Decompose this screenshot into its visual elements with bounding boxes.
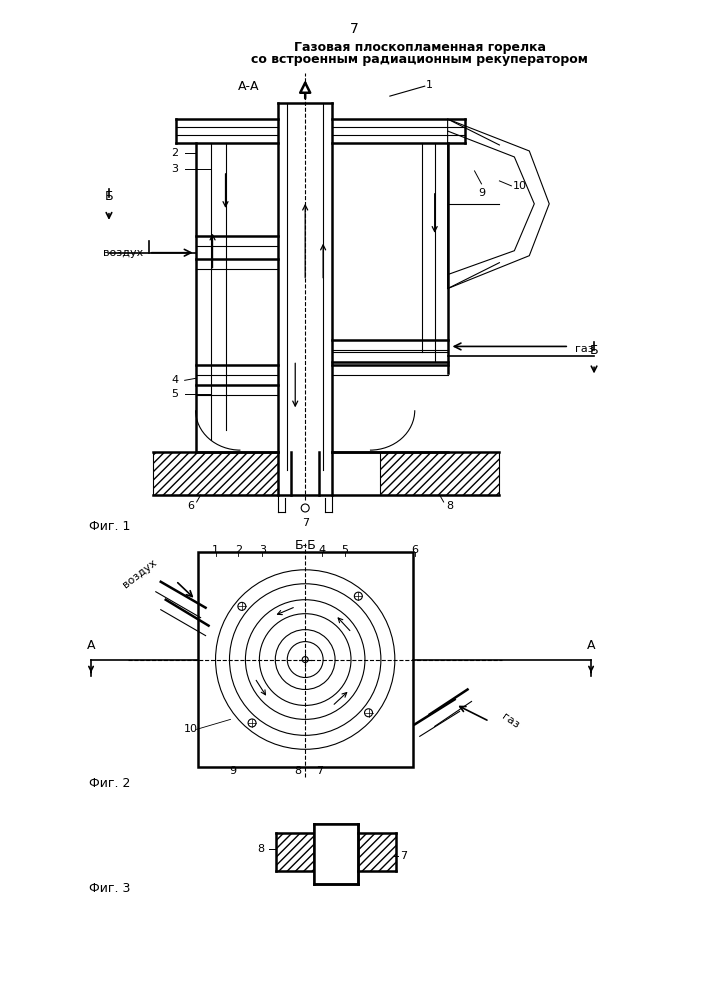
Text: 2: 2: [171, 148, 178, 158]
Text: А: А: [587, 639, 595, 652]
Text: Фиг. 3: Фиг. 3: [89, 882, 130, 895]
Text: 8: 8: [257, 844, 264, 854]
Text: Б-Б: Б-Б: [294, 539, 316, 552]
Text: газ: газ: [499, 712, 520, 731]
Text: Газовая плоскопламенная горелка: Газовая плоскопламенная горелка: [293, 41, 546, 54]
Text: Б: Б: [105, 190, 113, 203]
Text: со встроенным радиационным рекуператором: со встроенным радиационным рекуператором: [251, 53, 588, 66]
Text: Фиг. 2: Фиг. 2: [89, 777, 130, 790]
Text: А-А: А-А: [238, 80, 259, 93]
Text: 10: 10: [513, 181, 526, 191]
Text: Б: Б: [590, 344, 598, 357]
Text: 3: 3: [171, 164, 178, 174]
Bar: [276, 833, 314, 871]
Text: А: А: [87, 639, 95, 652]
Text: воздух: воздух: [103, 248, 143, 258]
Bar: [153, 452, 279, 495]
Text: 4: 4: [319, 545, 326, 555]
Text: 6: 6: [187, 501, 194, 511]
Bar: [315, 825, 357, 883]
Text: 5: 5: [341, 545, 349, 555]
Text: 7: 7: [317, 766, 324, 776]
Text: 6: 6: [411, 545, 419, 555]
Text: 7: 7: [400, 851, 407, 861]
Text: 8: 8: [446, 501, 453, 511]
Text: 8: 8: [295, 766, 302, 776]
Bar: [380, 452, 499, 495]
Text: газ: газ: [575, 344, 594, 354]
Text: 9: 9: [229, 766, 236, 776]
Text: 1: 1: [212, 545, 219, 555]
Text: 5: 5: [171, 389, 178, 399]
Text: 10: 10: [184, 724, 198, 734]
Bar: [358, 833, 396, 871]
Text: 1: 1: [426, 80, 433, 90]
Text: воздух: воздух: [121, 557, 159, 590]
Text: 4: 4: [171, 375, 178, 385]
Text: 7: 7: [302, 518, 309, 528]
Bar: [198, 552, 413, 767]
Text: 9: 9: [478, 188, 485, 198]
Text: Фиг. 1: Фиг. 1: [89, 520, 130, 533]
Text: 7: 7: [350, 22, 358, 36]
Text: 2: 2: [235, 545, 242, 555]
Text: 3: 3: [259, 545, 266, 555]
